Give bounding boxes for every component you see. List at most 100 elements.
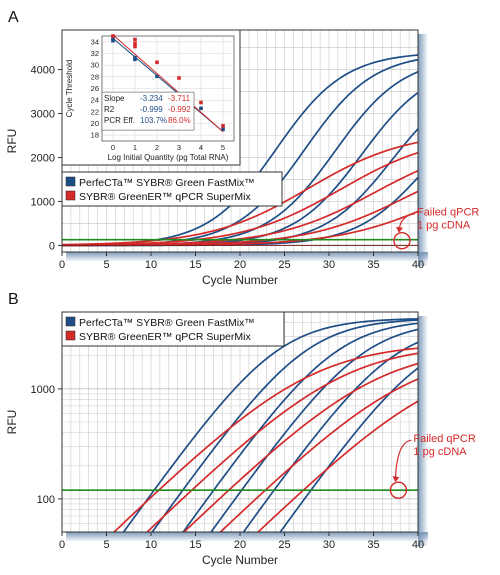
x-tick-label: 15 [189,539,201,551]
inset-point-perfecta [221,127,225,132]
amplification-curve-sybr-5 [256,400,418,532]
inset-stats-perfecta: 103.7% [140,116,167,125]
inset-point-perfecta [111,36,115,41]
inset-point-perfecta [111,38,115,43]
x-tick-label: 0 [59,259,65,271]
inset-x-tick-label: 0 [111,143,115,152]
inset-y-tick-label: 22 [91,107,99,116]
inset-x-tick-label: 4 [199,143,203,152]
inset-y-tick-label: 18 [91,131,99,140]
inset-y-tick-label: 30 [91,61,99,70]
legend-swatch-perfecta [65,176,76,187]
inset-y-tick-label: 24 [91,96,99,105]
inset-y-axis-title: Cycle Threshold [65,60,74,118]
inset-x-tick-label: 5 [221,143,225,152]
axis-shadow-right [418,34,428,266]
amplification-curve-perfecta-2 [151,319,418,532]
inset-y-tick-label: 26 [91,84,99,93]
inset-point-sybr [177,76,181,80]
inset-stats-sybr: -3.711 [168,94,191,103]
y-tick-label: 1000 [31,384,55,396]
legend-label: PerfeCTa™ SYBR® Green FastMix™ [79,177,255,189]
panel-label: B [8,291,19,308]
axis-shadow-bottom [66,252,428,262]
inset-stats-perfecta: -3.234 [140,94,163,103]
failed-annotation-line1: Failed qPCR [413,433,475,445]
inset-y-tick-label: 28 [91,72,99,81]
y-axis-title: RFU [5,129,19,154]
inset-stats-sybr: 86.0% [168,116,191,125]
legend: PerfeCTa™ SYBR® Green FastMix™ SYBR® Gree… [61,171,283,207]
inset-point-sybr [133,37,137,42]
failed-arrowhead [395,226,403,233]
inset-point-perfecta [199,106,203,111]
x-tick-label: 15 [189,259,201,271]
x-axis-title: Cycle Number [202,553,278,567]
x-tick-label: 5 [103,259,109,271]
inset-point-sybr [221,124,225,128]
amplification-curve-sybr-3 [182,362,418,532]
y-tick-label: 100 [37,494,55,506]
inset-y-tick-label: 34 [91,37,99,46]
failed-marker-circle [389,481,408,499]
axis-shadow-right [418,316,428,546]
inset-x-axis-title: Log Initial Quantity (pg Total RNA) [108,153,229,162]
inset-stats-label: Slope [104,94,125,103]
x-tick-label: 0 [59,539,65,551]
curves [112,318,418,532]
x-tick-label: 5 [103,539,109,551]
panel-b: B 0 5 10 15 20 25 30 35 40 100 1000 Cycle Number RFU F… [5,291,476,567]
axis-shadow-bottom [66,532,428,542]
legend-label: SYBR® GreenER™ qPCR SuperMix [79,331,251,343]
inset-point-sybr [133,41,137,46]
y-tick-label: 2000 [31,152,55,164]
x-tick-label: 20 [234,539,246,551]
y-tick-label: 3000 [31,109,55,121]
amplification-curve-sybr-4 [219,378,418,532]
amplification-curve-perfecta-5 [242,341,418,532]
x-tick-label: 25 [278,259,290,271]
inset-point-sybr [155,60,159,65]
inset-point-perfecta [133,57,137,62]
legend-box [61,311,285,347]
inset-y-tick-label: 32 [91,49,99,58]
legend-swatch-perfecta [65,316,76,327]
inset-stats-box [101,91,195,131]
failed-annotation-line2: 1 pg cDNA [417,220,471,232]
inset-x-tick-label: 2 [155,143,159,152]
inset-x-tick-label: 1 [133,143,137,152]
inset-stats-label: R2 [104,105,115,114]
inset-point-perfecta [155,74,159,79]
failed-arrow [394,439,412,482]
inset-fit-line-sybr [112,34,224,133]
x-tick-label: 20 [234,259,246,271]
amplification-curve-sybr-1 [112,347,418,532]
amplification-curve-sybr-1 [62,141,418,246]
legend-box [61,171,283,207]
inset-stats-sybr: -0.992 [168,105,191,114]
inset-point-sybr [199,100,203,105]
amplification-curve-sybr-2 [145,352,418,532]
amplification-curve-perfecta-3 [182,322,418,532]
x-tick-label: 40 [412,539,424,551]
y-tick-label: 4000 [31,65,55,77]
x-axis-title: Cycle Number [202,273,278,287]
legend-label: PerfeCTa™ SYBR® Green FastMix™ [79,317,255,329]
x-tick-label: 35 [367,539,379,551]
inset-y-tick-label: 20 [91,119,99,128]
panel-label: A [8,9,19,26]
inset-x-tick-label: 3 [177,143,181,152]
y-axis-title: RFU [5,410,19,435]
x-tick-label: 10 [145,259,157,271]
legend-swatch-sybr [65,330,76,341]
inset-point-sybr [111,34,115,38]
panel-a: A0 5 10 15 20 25 30 35 4001000200030004000Cycle … [5,9,479,287]
amplification-curve-perfecta-1 [122,318,418,532]
x-tick-label: 40 [412,259,424,271]
inset-stats-label: PCR Eff. [104,116,135,125]
failed-annotation-line2: 1 pg cDNA [413,446,467,458]
x-tick-label: 25 [278,539,290,551]
y-tick-label: 1000 [31,196,55,208]
